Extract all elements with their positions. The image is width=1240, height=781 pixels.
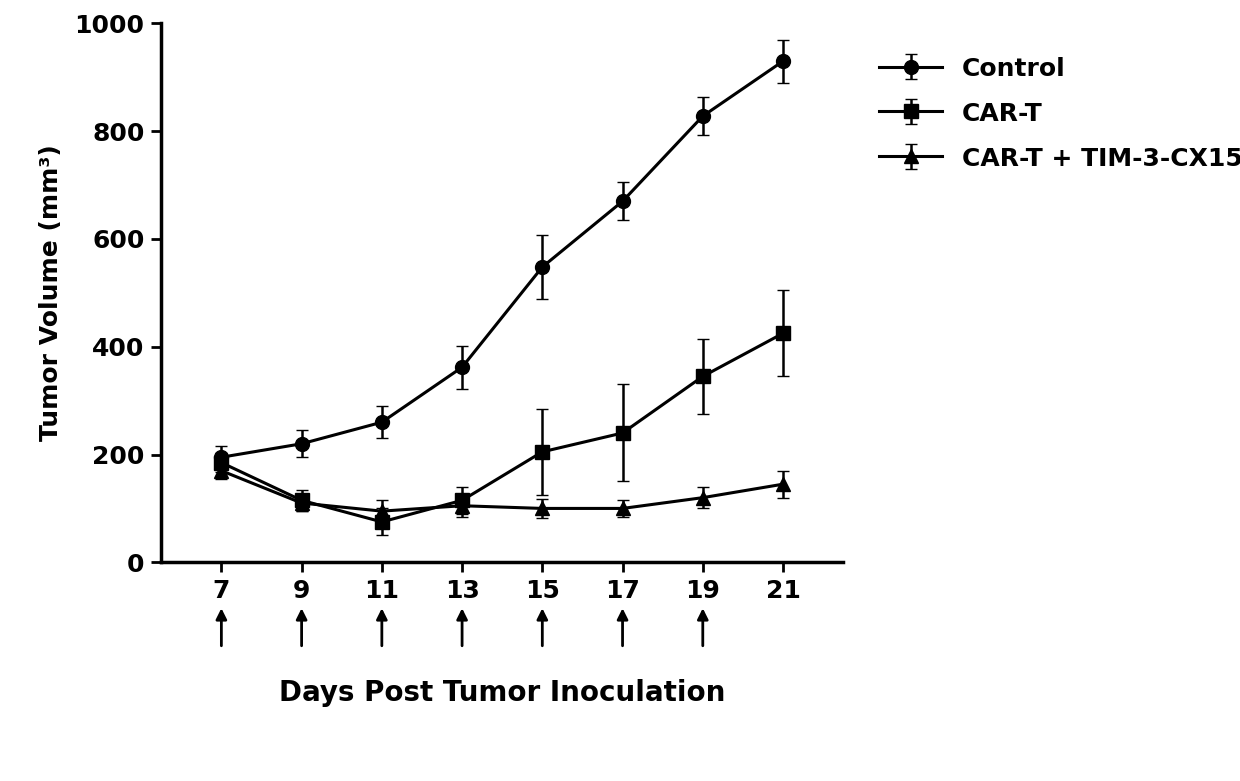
X-axis label: Days Post Tumor Inoculation: Days Post Tumor Inoculation — [279, 679, 725, 708]
Y-axis label: Tumor Volume (mm³): Tumor Volume (mm³) — [40, 144, 63, 441]
Legend: Control, CAR-T, CAR-T + TIM-3-CX153: Control, CAR-T, CAR-T + TIM-3-CX153 — [869, 47, 1240, 181]
